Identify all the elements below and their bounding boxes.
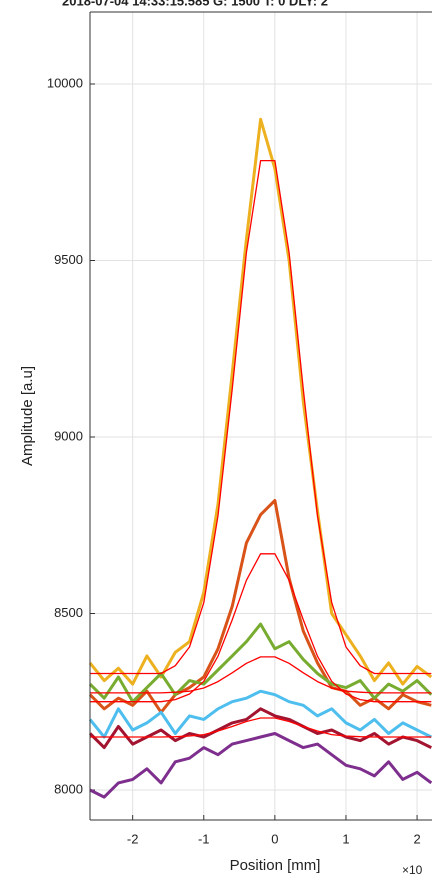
x-tick-label: 1 [342, 831, 349, 846]
data-line [88, 117, 432, 686]
y-tick-label: 8500 [54, 605, 83, 620]
y-axis-label: Amplitude [a.u] [19, 366, 36, 466]
y-tick-label: 9000 [54, 428, 83, 443]
chart-title: 2018-07-04 14:33:15.585 G: 1500 T: 0 DLY… [62, 0, 328, 8]
y-tick-label: 9500 [54, 252, 83, 267]
y-tick-label: 10000 [47, 75, 83, 90]
data-line [88, 689, 432, 739]
x-axis-label: Position [mm] [230, 857, 321, 874]
fit-line [90, 553, 432, 703]
x-tick-label: 2 [413, 831, 420, 846]
x-exponent: ×10 [402, 863, 423, 877]
y-tick-label: 8000 [54, 781, 83, 796]
data-line [89, 732, 432, 799]
fit-line [90, 717, 432, 738]
fit-line [90, 159, 432, 675]
fit-line [90, 656, 432, 694]
x-tick-label: 0 [271, 831, 278, 846]
data-line [88, 622, 432, 704]
x-tick-label: -1 [198, 831, 210, 846]
x-tick-label: -2 [127, 831, 139, 846]
